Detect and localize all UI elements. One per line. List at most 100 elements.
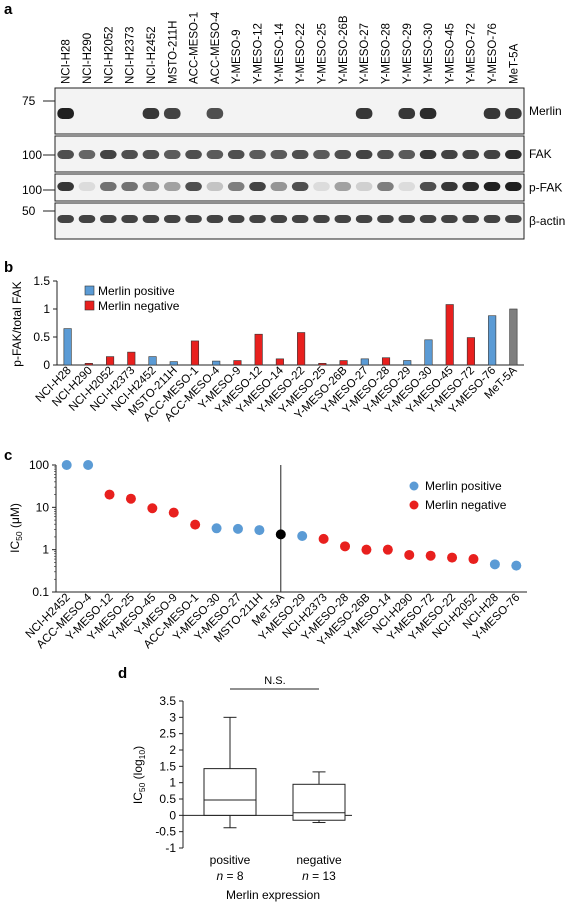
y-tick-label: -1 bbox=[165, 841, 176, 855]
lane-label: MSTO-211H bbox=[167, 21, 179, 84]
lane-label: Y-MESO-45 bbox=[444, 23, 456, 84]
bar bbox=[339, 360, 348, 366]
band bbox=[483, 150, 501, 159]
legend-marker bbox=[409, 500, 419, 510]
iqr-box bbox=[292, 783, 346, 821]
bar bbox=[275, 358, 284, 366]
band bbox=[462, 215, 480, 223]
band bbox=[377, 215, 394, 223]
lane-label: Y-MESO-30 bbox=[423, 23, 435, 84]
blot-2: FAK 100 bbox=[22, 135, 552, 173]
data-point bbox=[489, 559, 500, 570]
band bbox=[505, 215, 522, 223]
band bbox=[483, 215, 501, 223]
y-tick-label: 0.5 bbox=[33, 330, 50, 344]
band bbox=[419, 108, 437, 119]
data-point bbox=[61, 460, 72, 470]
data-point bbox=[340, 541, 351, 552]
blot-strip-frame bbox=[54, 87, 525, 135]
data-point bbox=[318, 533, 329, 544]
data-point bbox=[275, 529, 286, 540]
band bbox=[398, 182, 416, 191]
blot-strips: Merlin 75 FAK 100 p-FAK 100 β-actin 50 bbox=[22, 87, 565, 240]
band bbox=[419, 215, 437, 223]
data-point bbox=[468, 554, 479, 565]
band bbox=[419, 182, 437, 191]
data-point bbox=[254, 525, 265, 536]
band bbox=[121, 182, 138, 191]
data-point bbox=[232, 523, 243, 534]
band bbox=[483, 182, 501, 191]
bar bbox=[148, 356, 157, 366]
y-axis-title: IC50 (μM) bbox=[8, 503, 24, 553]
bar bbox=[233, 360, 242, 366]
band bbox=[206, 182, 224, 191]
panel-d-letter: d bbox=[118, 665, 127, 682]
bar bbox=[318, 363, 327, 366]
group-n-label: n = 8 bbox=[216, 869, 243, 883]
data-point bbox=[404, 549, 415, 560]
panel-c-letter: c bbox=[4, 447, 12, 464]
band bbox=[57, 182, 74, 191]
bar bbox=[403, 360, 412, 366]
y-tick-label: 1.5 bbox=[159, 759, 176, 773]
bar bbox=[297, 332, 306, 366]
lane-label: Y-MESO-25 bbox=[316, 23, 328, 84]
data-point bbox=[104, 489, 115, 500]
band bbox=[355, 215, 373, 223]
band bbox=[270, 150, 288, 159]
lane-label: Y-MESO-72 bbox=[466, 23, 478, 84]
data-point bbox=[147, 503, 158, 514]
lane-label: Y-MESO-29 bbox=[402, 23, 414, 84]
bar bbox=[254, 333, 263, 366]
band bbox=[291, 215, 309, 223]
bar bbox=[84, 363, 93, 366]
blot-1: Merlin 75 bbox=[22, 87, 562, 135]
ic50-box-plot: -1 -0.5 0 0.5 1 1.5 2 2.5 3 3.5 IC50 (log10) N.S. po… bbox=[131, 675, 352, 902]
band bbox=[313, 215, 330, 223]
legend-label: Merlin negative bbox=[425, 498, 507, 512]
lane-label: NCI-H290 bbox=[82, 33, 94, 84]
band bbox=[185, 215, 202, 223]
y-tick-label: 3 bbox=[169, 710, 176, 724]
y-tick-label: 1 bbox=[42, 543, 49, 557]
y-tick-label: 0 bbox=[43, 358, 50, 372]
band bbox=[57, 215, 74, 223]
lane-label: Y-MESO-12 bbox=[253, 23, 265, 84]
band bbox=[57, 150, 74, 159]
size-marker: 100 bbox=[22, 183, 42, 197]
bar bbox=[127, 351, 136, 366]
legend-swatch bbox=[84, 300, 95, 311]
band bbox=[99, 215, 117, 223]
lane-label: Y-MESO-26B bbox=[338, 15, 350, 84]
legend-label: Merlin positive bbox=[98, 284, 175, 298]
box-positive bbox=[203, 716, 257, 829]
group-label: positive bbox=[210, 853, 251, 867]
bar bbox=[360, 358, 369, 366]
band bbox=[249, 215, 266, 223]
lane-label: Y-MESO-14 bbox=[274, 22, 286, 84]
y-axis-title: p-FAK/total FAK bbox=[10, 281, 24, 366]
panel-b-bar-chart: b 00.511.5p-FAK/total FAKNCI-H28NCI-H290… bbox=[4, 259, 524, 424]
data-point bbox=[297, 531, 308, 542]
y-tick-label: 2.5 bbox=[159, 727, 176, 741]
band bbox=[142, 182, 160, 191]
lane-label: NCI-H28 bbox=[61, 39, 73, 84]
data-point bbox=[190, 519, 201, 530]
y-tick-label: 3.5 bbox=[159, 694, 176, 708]
band bbox=[270, 215, 288, 223]
y-tick-label: 100 bbox=[29, 458, 49, 472]
bar bbox=[63, 328, 72, 366]
band bbox=[334, 150, 352, 159]
band bbox=[163, 150, 181, 159]
band bbox=[99, 150, 117, 159]
data-point bbox=[511, 560, 522, 571]
y-tick-label: 1 bbox=[169, 776, 176, 790]
y-tick-label: 0.1 bbox=[32, 585, 49, 599]
band bbox=[462, 150, 480, 159]
bar bbox=[169, 361, 178, 366]
legend-label: Merlin positive bbox=[425, 479, 502, 493]
